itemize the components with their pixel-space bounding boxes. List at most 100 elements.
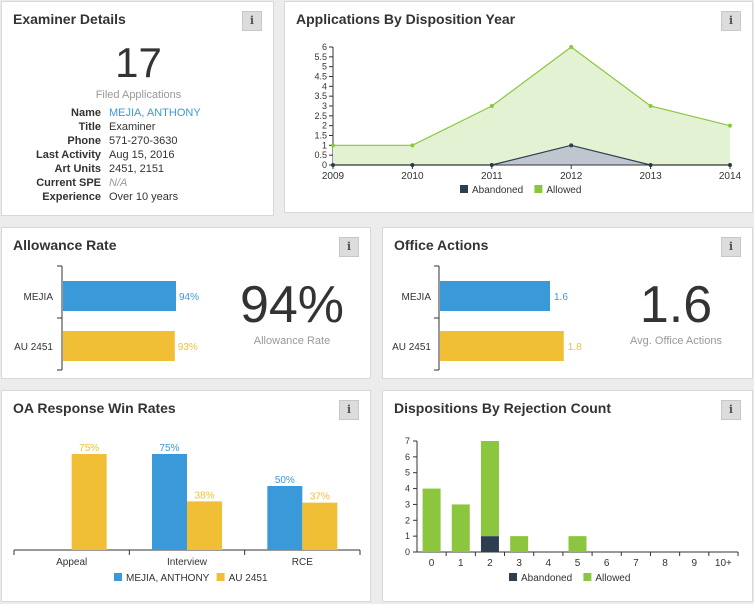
x-tick-label: 2013 [639,171,662,182]
category-label: MEJIA [24,292,54,303]
y-tick-label: 7 [405,436,410,446]
allowance-rate-value: 94% [239,276,345,334]
y-tick-label: 4 [405,484,410,494]
allowance-rate-label: Allowance Rate [253,335,331,347]
info-icon[interactable]: i [242,11,262,31]
detail-key: Name [71,107,101,119]
legend-label: AU 2451 [229,573,268,584]
x-tick-label: 2012 [560,171,583,182]
detail-value: Over 10 years [109,191,179,203]
panel-title: Examiner Details [13,11,126,27]
y-tick-label: 0 [405,547,410,557]
x-tick-label: 10+ [715,558,732,569]
y-tick-label: 3.5 [314,91,327,101]
area-allowed [333,47,730,165]
legend-swatch [583,573,592,581]
data-label: 1.6 [554,292,568,303]
panel-title: Allowance Rate [13,237,117,253]
bar-allowed [510,536,529,552]
x-tick-label: 6 [604,558,610,569]
info-icon[interactable]: i [339,237,359,257]
info-icon[interactable]: i [721,237,741,257]
y-tick-label: 1 [322,140,327,150]
examiner-details-panel: Examiner Details i 17 Filed Applications… [1,1,274,216]
oa-response-panel: OA Response Win Rates i Appeal 75% Intervi… [1,390,371,602]
category-label: RCE [292,557,313,568]
detail-key: Current SPE [36,177,101,189]
office-actions-chart: MEJIA 1.6 AU 2451 1.8 [392,265,582,371]
y-tick-label: 2 [405,515,410,525]
y-tick-label: 4.5 [314,72,327,82]
point-abandoned [569,143,574,148]
legend-label: Allowed [595,573,630,584]
data-label: 75% [79,443,99,454]
bar-allowed [480,441,499,537]
x-tick-label: 2011 [481,171,503,182]
detail-row: Name MEJIA, ANTHONY [12,106,274,120]
x-tick-label: 5 [575,558,581,569]
data-label: 50% [275,475,295,486]
x-tick-label: 1 [458,558,464,569]
bar-examiner [152,454,187,550]
office-actions-value: 1.6 [639,276,713,334]
x-tick-label: 2010 [401,171,424,182]
bar [63,281,176,311]
detail-key: Art Units [54,163,101,175]
info-icon[interactable]: i [721,11,741,31]
detail-row: Experience Over 10 years [12,190,274,204]
detail-row: Current SPE N/A [12,176,274,190]
bar-art-unit [71,454,107,550]
category-label: Appeal [56,557,87,568]
y-tick-label: 0.5 [314,150,327,160]
y-tick-label: 2 [322,121,327,131]
panel-title: Applications By Disposition Year [296,11,516,27]
rejection-count-chart: 0 1 2 3 4 5 6 7 0 1 2 3 4 5 6 7 8 9 10+ Abandoned Allowed [405,436,739,584]
detail-value[interactable]: MEJIA, ANTHONY [109,107,201,119]
data-label: 1.8 [568,342,582,353]
detail-row: Last Activity Aug 15, 2016 [12,148,274,162]
area-abandoned [333,145,730,165]
point-allowed [410,143,415,148]
rejection-count-panel: Dispositions By Rejection Count i 0 1 2 3 4 5… [382,390,753,602]
data-label: 37% [310,492,330,503]
point-allowed [648,104,653,108]
oa-win-rates-chart: Appeal 75% Interview 75% 38% RCE 50% 37% MEJIA, … [13,443,361,584]
panel-title: Dispositions By Rejection Count [394,400,612,416]
disposition-year-chart: 00.511.522.533.544.555.56 2009 2010 2011 201… [314,42,741,196]
legend-label: MEJIA, ANTHONY [126,573,210,584]
bar [63,331,175,361]
bar-examiner [267,486,303,550]
filed-applications-label: Filed Applications [95,89,182,101]
data-label: 38% [194,490,214,501]
bar-allowed [451,504,470,552]
x-tick-label: 2009 [322,171,345,182]
detail-value: 571-270-3630 [109,135,178,147]
info-icon[interactable]: i [721,400,741,420]
legend-label: Abandoned [521,573,572,584]
detail-key: Title [78,121,101,133]
category-label: MEJIA [402,292,432,303]
examiner-details-list: Name MEJIA, ANTHONY Title Examiner Phone 571-… [12,106,274,204]
office-actions-label: Avg. Office Actions [630,335,722,347]
y-tick-label: 1.5 [314,131,327,141]
detail-row: Title Examiner [12,120,274,134]
bar-art-unit [302,502,338,550]
bar [440,281,550,311]
panel-title: Office Actions [394,237,489,253]
x-tick-label: 3 [516,558,522,569]
allowance-rate-panel: Allowance Rate i MEJIA 94% AU 2451 93% 94% … [1,227,371,379]
data-label: 75% [159,443,179,454]
y-tick-label: 3 [405,499,410,509]
office-actions-panel: Office Actions i MEJIA 1.6 AU 2451 1.8 1.6 … [382,227,753,379]
info-icon[interactable]: i [339,400,359,420]
x-tick-label: 2 [487,558,493,569]
x-tick-label: 4 [546,558,552,569]
y-tick-label: 5 [405,468,410,478]
y-tick-label: 5 [322,62,327,72]
y-tick-label: 5.5 [314,52,327,62]
detail-value: Aug 15, 2016 [109,149,175,161]
y-tick-label: 2.5 [314,111,327,121]
y-tick-label: 0 [322,160,327,170]
detail-value: Examiner [109,121,156,133]
y-tick-label: 6 [322,42,327,52]
